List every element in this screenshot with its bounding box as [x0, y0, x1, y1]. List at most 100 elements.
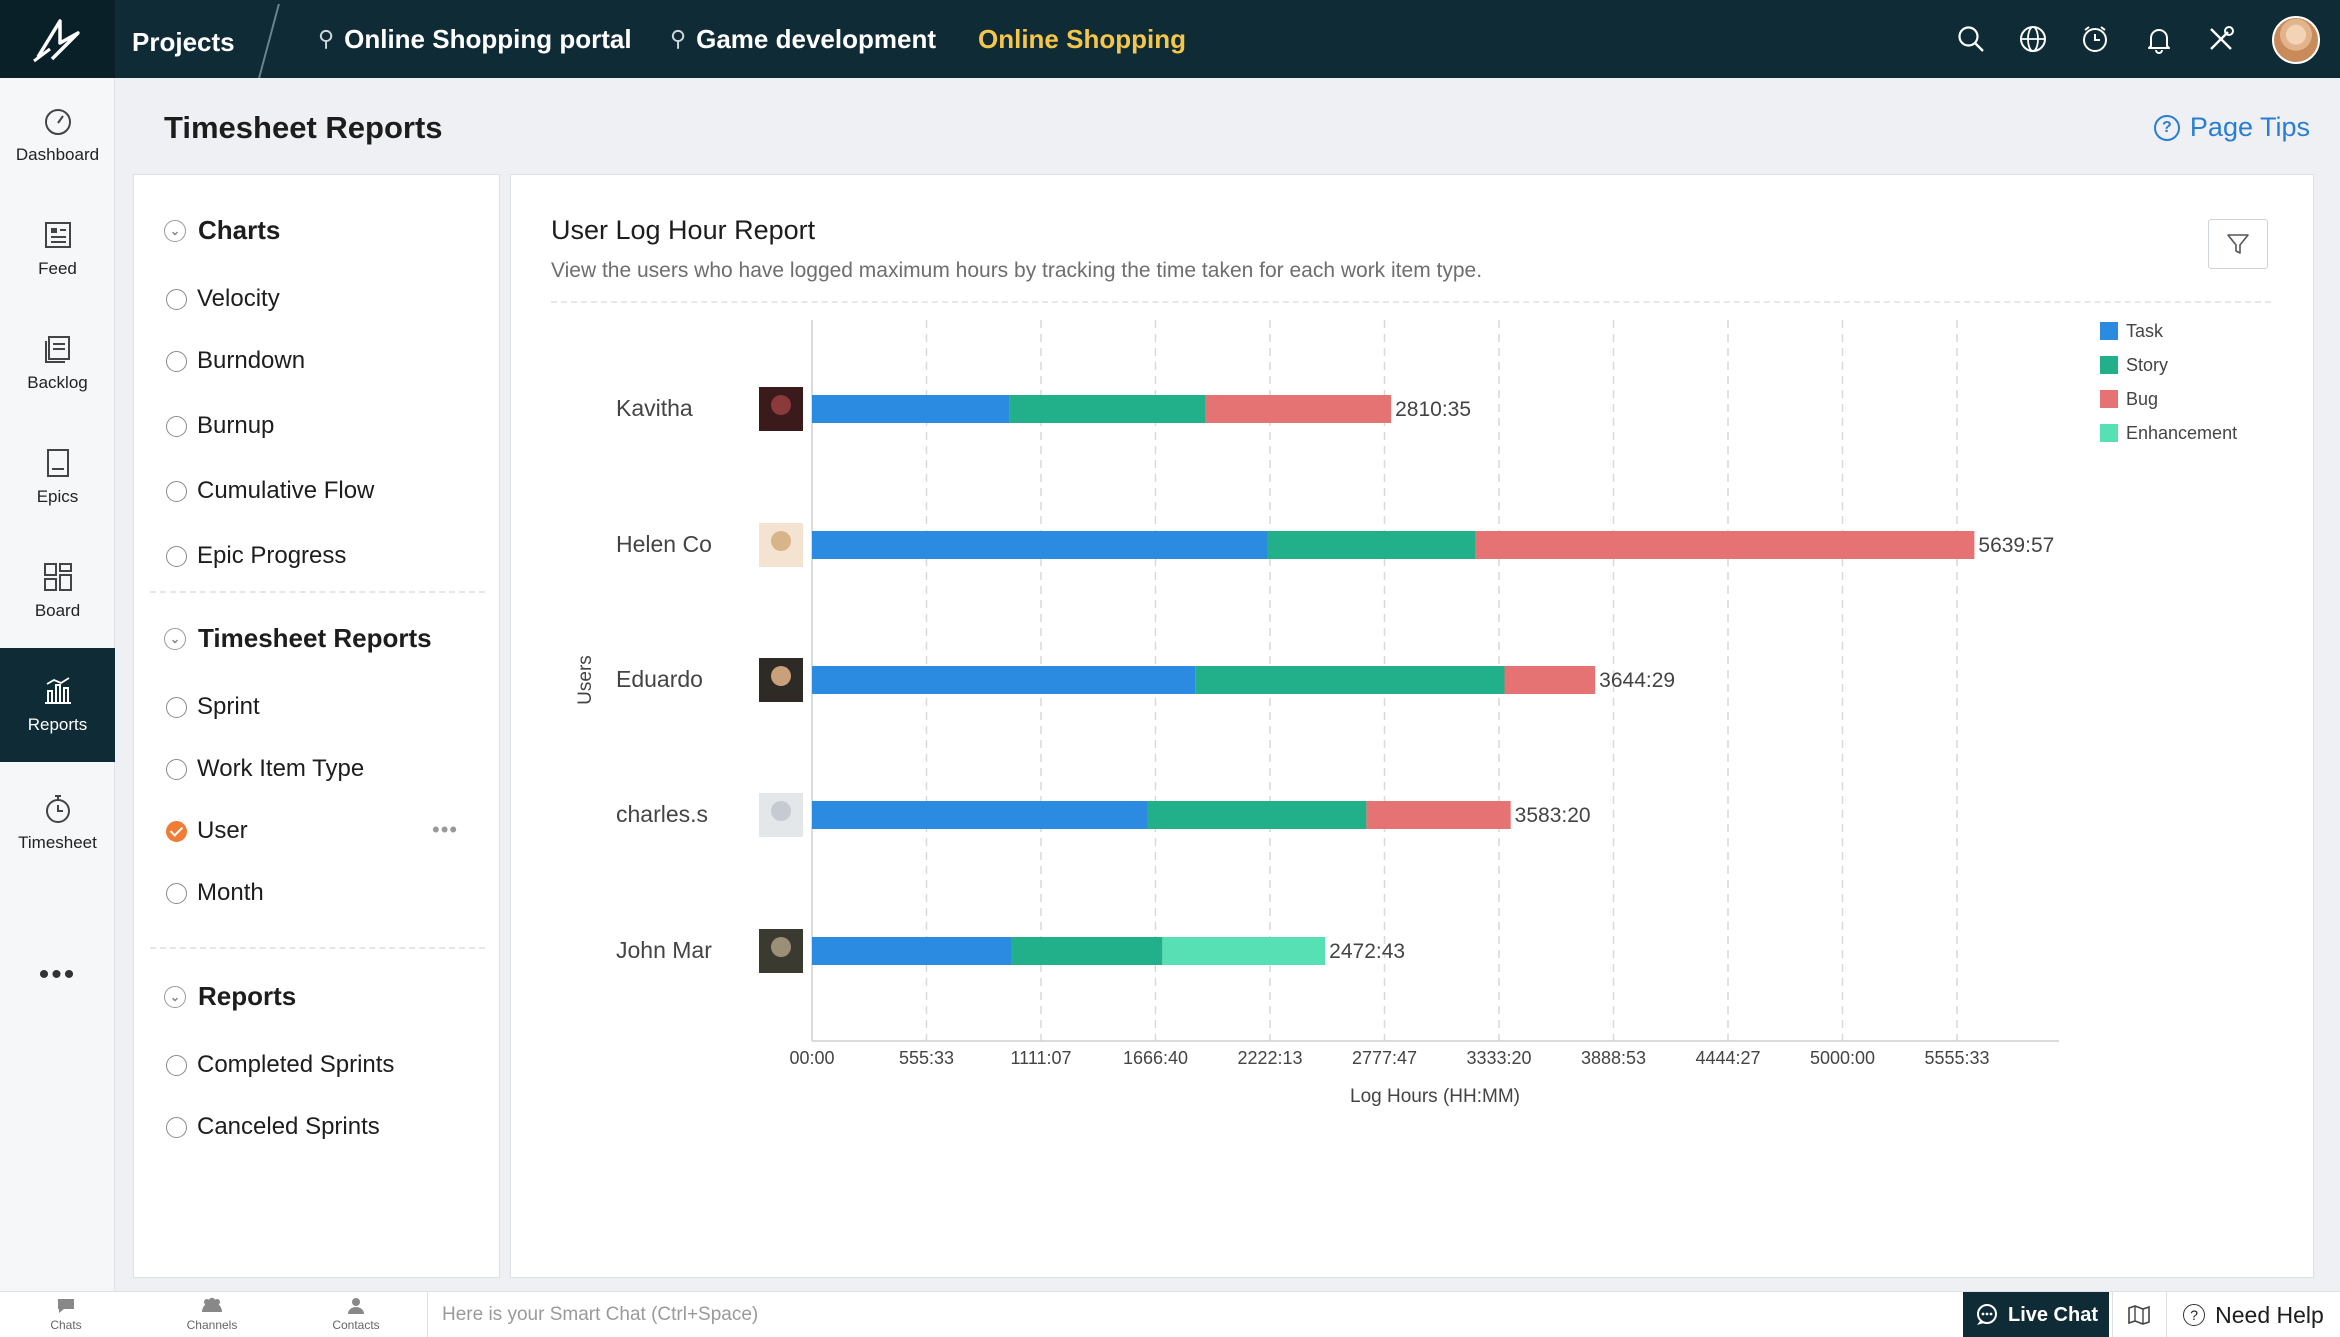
- bar-segment-story: [1012, 937, 1162, 965]
- bar-segment-task: [812, 395, 1010, 423]
- help-circle-icon: ?: [2183, 1304, 2205, 1326]
- legend-label: Enhancement: [2126, 423, 2237, 443]
- avatar-face: [771, 801, 791, 821]
- sidebar-item-timesheet[interactable]: Timesheet: [0, 766, 115, 880]
- y-axis-title: Users: [575, 655, 596, 705]
- report-option-velocity[interactable]: Velocity: [166, 285, 280, 313]
- bottom-bar: Chats Channels Contacts Here is your Sma…: [0, 1291, 2340, 1337]
- section-timesheet-reports-header[interactable]: ⌄ Timesheet Reports: [164, 623, 432, 654]
- app-logo[interactable]: [0, 0, 115, 78]
- sidebar-item-epics[interactable]: Epics: [0, 420, 115, 534]
- radio-button[interactable]: [166, 289, 187, 310]
- projects-link[interactable]: Projects: [132, 0, 235, 78]
- report-option-burndown[interactable]: Burndown: [166, 347, 305, 375]
- sidebar-item-feed[interactable]: Feed: [0, 192, 115, 306]
- radio-button[interactable]: [166, 759, 187, 780]
- bar-segment-story: [1195, 666, 1504, 694]
- sidebar-item-reports[interactable]: Reports: [0, 648, 115, 762]
- pin-icon: ⚲: [670, 26, 686, 52]
- x-tick-label: 2777:47: [1352, 1048, 1417, 1068]
- report-option-work-item-type[interactable]: Work Item Type: [166, 755, 364, 783]
- bar-total-label: 5639:57: [1978, 534, 2054, 557]
- page-tips-link[interactable]: ? Page Tips: [2154, 112, 2310, 143]
- sidebar-item-label: Board: [35, 601, 80, 621]
- bar-segment-task: [812, 531, 1267, 559]
- chats-button[interactable]: Chats: [6, 1296, 126, 1332]
- map-icon[interactable]: [2112, 1292, 2164, 1337]
- radio-button[interactable]: [166, 481, 187, 502]
- bar-segment-enhancement: [1162, 937, 1325, 965]
- smart-chat-input[interactable]: Here is your Smart Chat (Ctrl+Space): [427, 1292, 1962, 1337]
- top-bar: Projects ⚲ Online Shopping portal ⚲ Game…: [0, 0, 2340, 78]
- live-chat-label: Live Chat: [2008, 1304, 2098, 1327]
- project-tab-game-development[interactable]: ⚲ Game development: [670, 0, 936, 78]
- more-options-icon[interactable]: •••: [432, 817, 458, 843]
- globe-icon[interactable]: [2014, 20, 2052, 58]
- filter-button[interactable]: [2208, 219, 2268, 269]
- tools-icon[interactable]: [2202, 20, 2240, 58]
- channels-button[interactable]: Channels: [152, 1296, 272, 1332]
- radio-button[interactable]: [166, 351, 187, 372]
- x-tick-label: 3333:20: [1466, 1048, 1531, 1068]
- bar-segment-story: [1267, 531, 1475, 559]
- legend-swatch: [2100, 356, 2118, 374]
- page-title: Timesheet Reports: [164, 110, 443, 146]
- chevron-down-icon: ⌄: [164, 986, 186, 1008]
- need-help-button[interactable]: ? Need Help: [2166, 1292, 2340, 1337]
- radio-button-checked[interactable]: [166, 821, 187, 842]
- section-divider: [150, 947, 485, 949]
- timer-icon[interactable]: [2076, 20, 2114, 58]
- radio-button[interactable]: [166, 1117, 187, 1138]
- project-tab-online-shopping-portal[interactable]: ⚲ Online Shopping portal: [318, 0, 632, 78]
- x-tick-label: 2222:13: [1237, 1048, 1302, 1068]
- project-tab-online-shopping[interactable]: Online Shopping: [978, 0, 1186, 78]
- option-label: Velocity: [197, 285, 280, 313]
- section-divider: [150, 591, 485, 593]
- report-option-canceled-sprints[interactable]: Canceled Sprints: [166, 1113, 380, 1141]
- project-tab-label: Online Shopping portal: [344, 24, 631, 55]
- bar-segment-task: [812, 801, 1148, 829]
- section-reports-header[interactable]: ⌄ Reports: [164, 981, 296, 1012]
- x-tick-label: 5555:33: [1924, 1048, 1989, 1068]
- chevron-down-icon: ⌄: [164, 628, 186, 650]
- avatar-face: [771, 937, 791, 957]
- sprints-logo-icon: [30, 13, 86, 65]
- report-option-epic-progress[interactable]: Epic Progress: [166, 542, 346, 570]
- user-avatar[interactable]: [2272, 16, 2320, 64]
- radio-button[interactable]: [166, 546, 187, 567]
- sidebar-item-board[interactable]: Board: [0, 534, 115, 648]
- board-icon: [42, 561, 74, 593]
- sidebar-item-backlog[interactable]: Backlog: [0, 306, 115, 420]
- legend-label: Task: [2126, 321, 2164, 341]
- option-label: Burnup: [197, 412, 274, 440]
- report-option-completed-sprints[interactable]: Completed Sprints: [166, 1051, 394, 1079]
- search-icon[interactable]: [1952, 20, 1990, 58]
- chat-bubble-icon: [55, 1296, 77, 1316]
- report-option-month[interactable]: Month: [166, 879, 264, 907]
- report-option-burnup[interactable]: Burnup: [166, 412, 274, 440]
- x-tick-label: 5000:00: [1810, 1048, 1875, 1068]
- contacts-button[interactable]: Contacts: [296, 1296, 416, 1332]
- bell-icon[interactable]: [2140, 20, 2178, 58]
- report-option-sprint[interactable]: Sprint: [166, 693, 260, 721]
- radio-button[interactable]: [166, 416, 187, 437]
- group-icon: [201, 1296, 223, 1316]
- sidebar-item-dashboard[interactable]: Dashboard: [0, 78, 115, 192]
- report-description: View the users who have logged maximum h…: [551, 259, 1482, 283]
- section-charts-header[interactable]: ⌄ Charts: [164, 215, 280, 246]
- project-tab-label: Game development: [696, 24, 936, 55]
- radio-button[interactable]: [166, 883, 187, 904]
- radio-button[interactable]: [166, 1055, 187, 1076]
- report-option-user[interactable]: User: [166, 817, 248, 845]
- report-option-cumulative-flow[interactable]: Cumulative Flow: [166, 477, 374, 505]
- chats-label: Chats: [50, 1318, 81, 1332]
- page-tips-label: Page Tips: [2190, 112, 2310, 143]
- option-label: Work Item Type: [197, 755, 364, 783]
- avatar-face: [771, 531, 791, 551]
- option-label: Cumulative Flow: [197, 477, 374, 505]
- option-label: User: [197, 817, 248, 845]
- radio-button[interactable]: [166, 697, 187, 718]
- live-chat-button[interactable]: Live Chat: [1963, 1292, 2109, 1337]
- x-tick-label: 1111:07: [1010, 1048, 1071, 1068]
- more-menu-icon[interactable]: •••: [0, 958, 115, 992]
